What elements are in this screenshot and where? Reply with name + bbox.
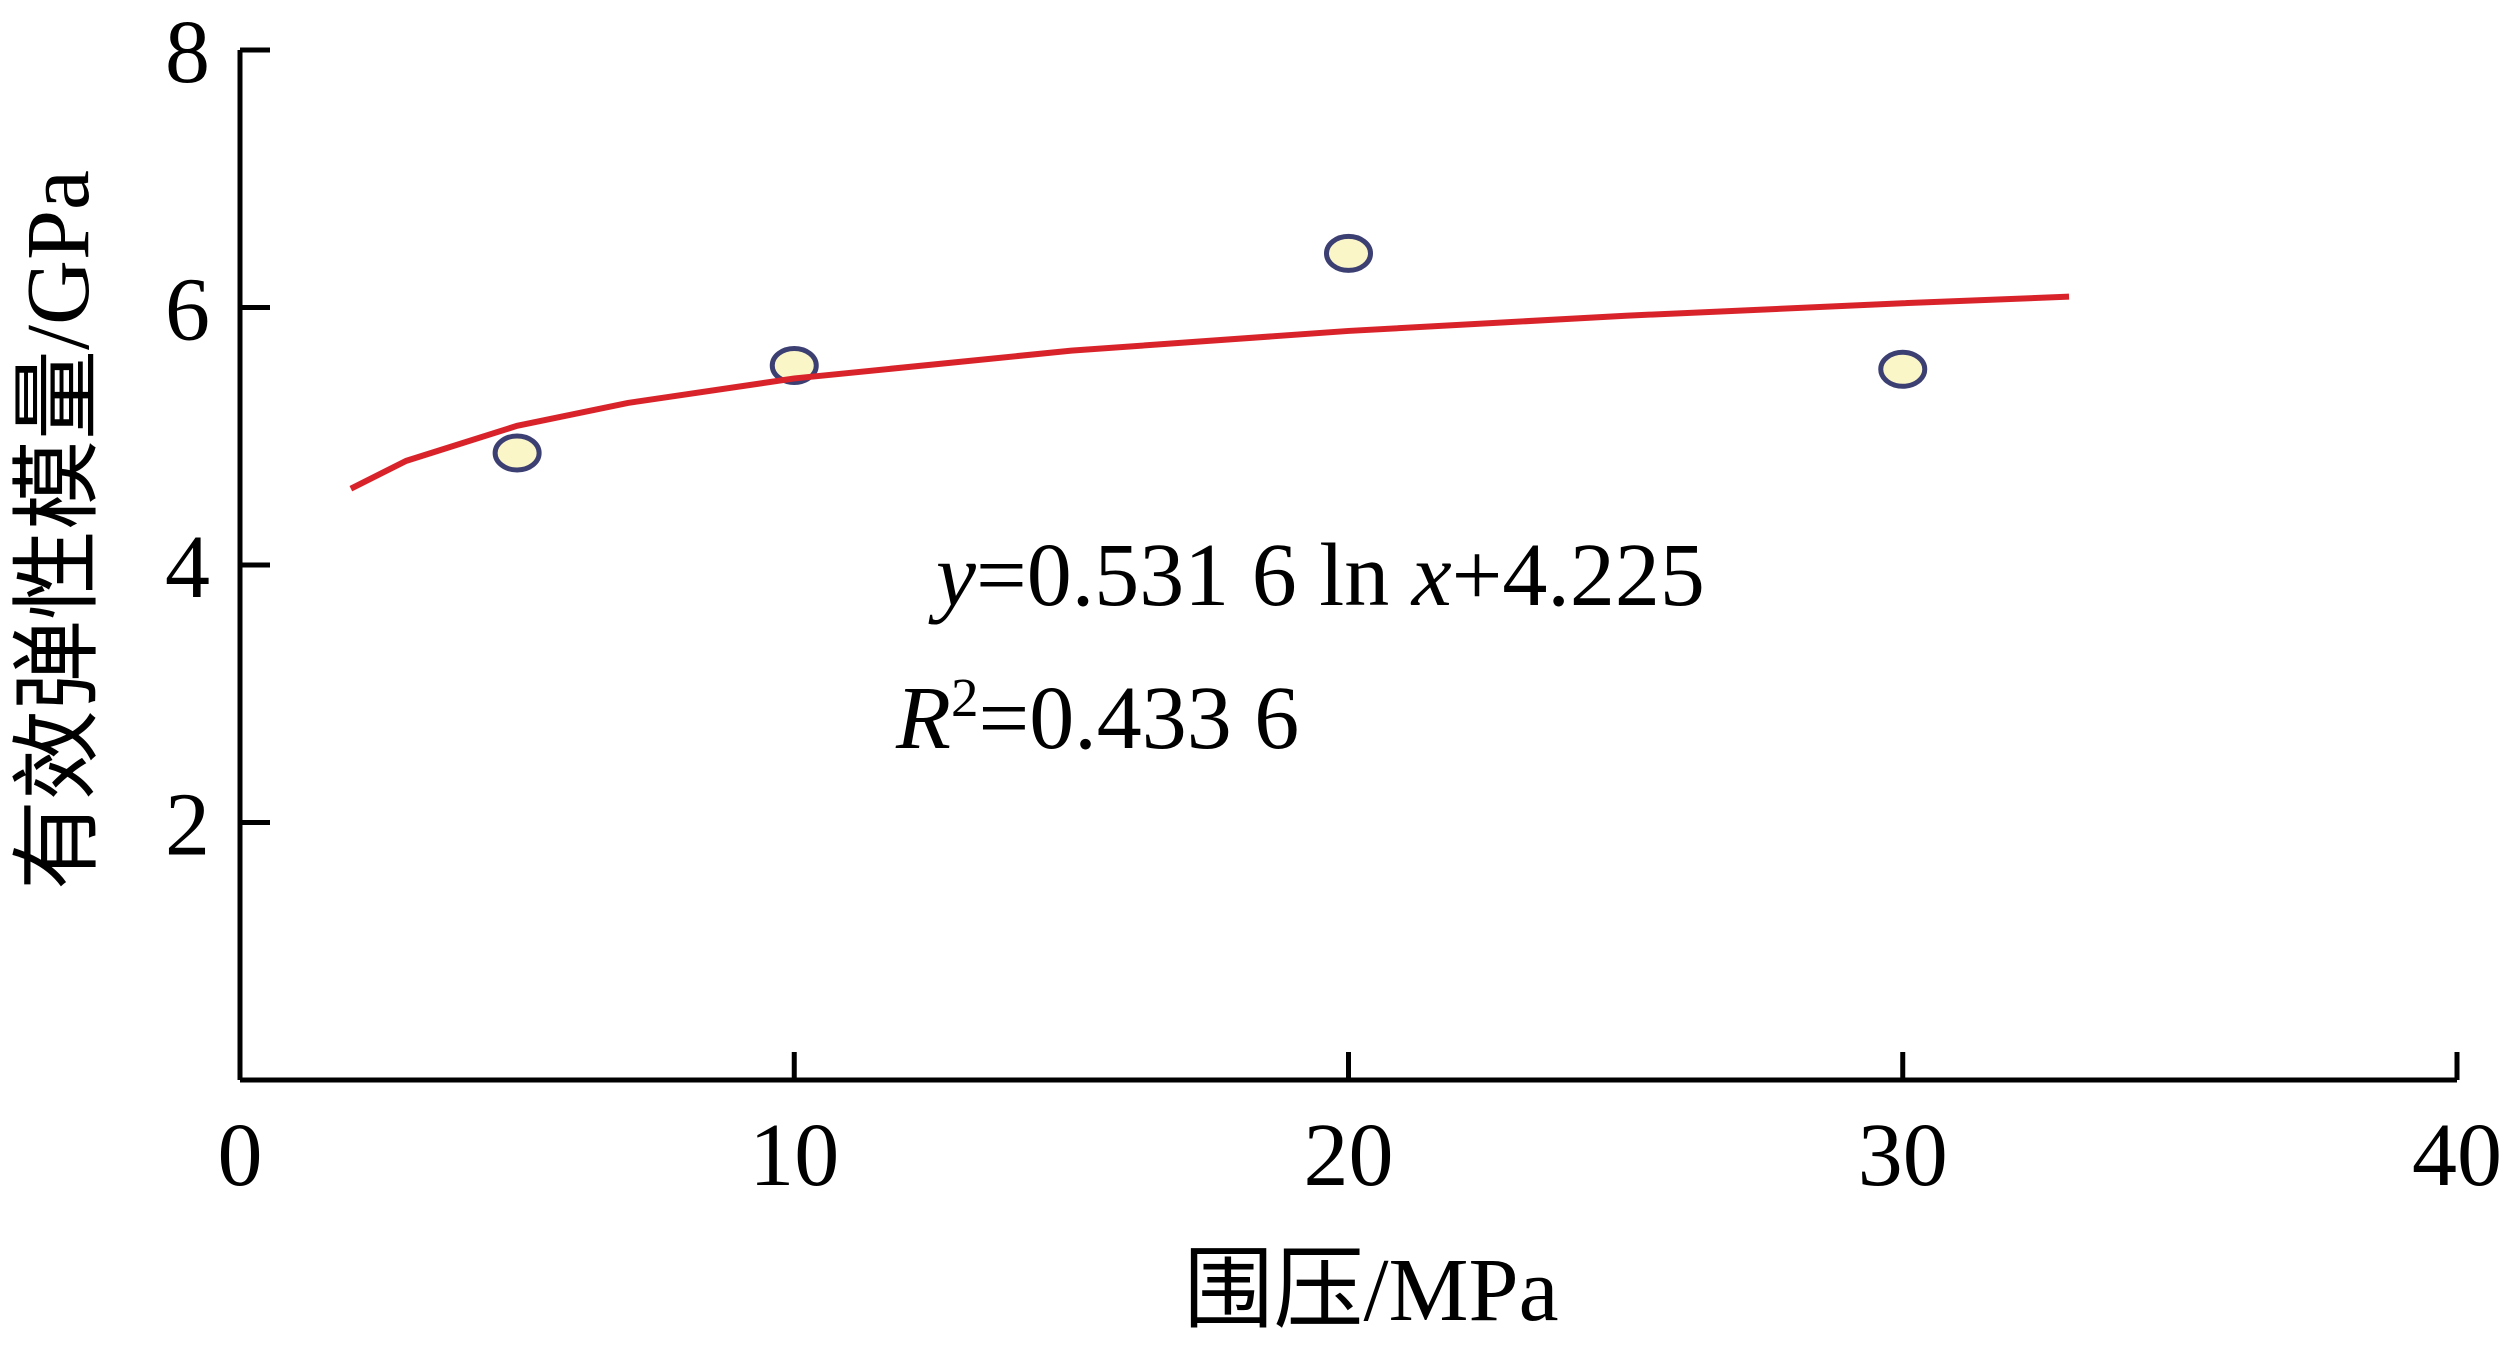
r2-part: =0.433 6 bbox=[978, 669, 1299, 768]
eq-part: y bbox=[928, 526, 976, 625]
data-point bbox=[492, 433, 542, 473]
x-tick-label: 40 bbox=[2412, 1106, 2502, 1205]
data-point bbox=[1878, 349, 1928, 389]
y-tick-label: 8 bbox=[165, 3, 210, 102]
equation: y=0.531 6 ln x+4.225 bbox=[928, 526, 1705, 625]
y-tick-label: 4 bbox=[165, 518, 210, 617]
y-axis-label: 有效弹性模量/GPa bbox=[9, 170, 108, 890]
y-tick-label: 6 bbox=[165, 261, 210, 360]
y-tick-label: 2 bbox=[165, 776, 210, 875]
eq-part: =0.531 6 ln bbox=[976, 526, 1412, 625]
r2-part: 2 bbox=[951, 667, 979, 728]
r2-part: R bbox=[895, 669, 951, 768]
x-tick-label: 0 bbox=[218, 1106, 263, 1205]
x-tick-label: 10 bbox=[749, 1106, 839, 1205]
eq-part: x bbox=[1410, 526, 1452, 625]
x-tick-label: 30 bbox=[1858, 1106, 1948, 1205]
fit-line bbox=[349, 293, 2070, 492]
x-tick-label: 20 bbox=[1304, 1106, 1394, 1205]
data-point bbox=[1324, 233, 1373, 273]
eq-part: +4.225 bbox=[1452, 526, 1705, 625]
data-point bbox=[769, 345, 819, 385]
r-squared: R2=0.433 6 bbox=[895, 667, 1299, 768]
x-axis-label: 围压/MPa bbox=[1183, 1241, 1558, 1340]
